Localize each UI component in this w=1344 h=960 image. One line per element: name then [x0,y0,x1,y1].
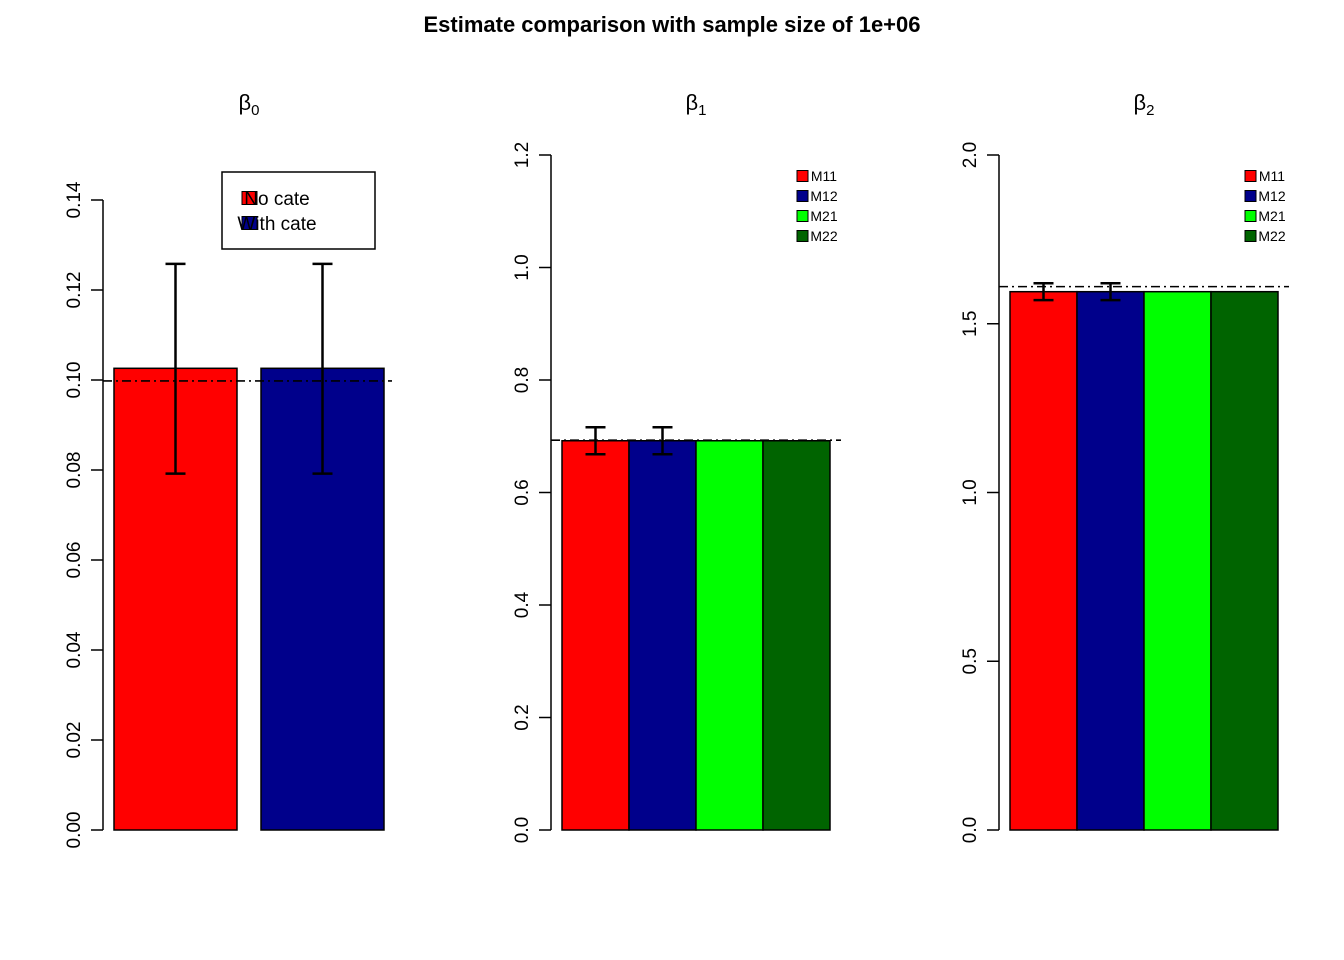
legend-label: M22 [1258,228,1285,244]
y-tick-label: 0.0 [960,817,981,843]
bar-m21 [1143,290,1212,831]
legend-label: M21 [1258,208,1285,224]
legend-swatch [1244,210,1257,222]
legend-swatch [1244,230,1257,242]
legend: M11 M12 M21 M22 [1244,168,1286,244]
y-tick-label: 0.12 [64,272,85,309]
y-tick-label: 0.10 [64,362,85,399]
panel-title-symbol: β [239,90,252,115]
y-tick-label: 0.5 [960,648,981,674]
y-tick-label: 1.2 [512,142,533,168]
legend-swatch [1244,190,1257,202]
panel-title-symbol: β [686,90,699,115]
legend-swatch [796,230,809,242]
y-tick-label: 1.5 [960,311,981,337]
y-tick-label: 0.00 [64,812,85,849]
legend-box [221,171,376,250]
bar-m21 [695,440,764,831]
error-bar [312,262,333,475]
y-tick-label: 1.0 [512,254,533,280]
panel-title-subscript: 1 [698,102,706,119]
panel-title-subscript: 0 [251,102,259,119]
y-tick-label: 0.2 [512,704,533,730]
panel-1: β1 0.0 0.2 0.4 0.6 0.8 1.0 1.2 M11 M12 M21 M22 [512,90,841,843]
legend: M11 M12 M21 M22 [796,168,838,244]
error-bar [652,426,673,456]
legend-label: No cate [244,189,309,210]
legend-swatch [796,210,809,222]
panel-title: β2 [1134,90,1155,119]
legend-label: M11 [1259,168,1285,184]
legend-label: M11 [811,168,837,184]
panel-title: β0 [239,90,260,119]
y-tick-label: 0.02 [64,722,85,759]
bar-m11 [1009,290,1078,831]
legend-label: With cate [237,214,316,235]
bar-m22 [762,440,831,831]
error-bar [1033,282,1054,302]
legend-label: M22 [810,228,837,244]
y-tick-label: 0.6 [512,479,533,505]
panel-0: β0 0.00 0.02 0.04 0.06 0.08 0.10 0.12 0.14 No cat… [64,90,392,848]
error-bar [585,426,606,456]
bar-m11 [561,440,630,831]
y-tick-label: 0.14 [64,181,85,218]
bar-m12 [628,440,697,831]
panel-2: β2 0.0 0.5 1.0 1.5 2.0 M11 M12 M21 M22 [960,90,1289,843]
legend-label: M12 [810,188,837,204]
y-tick-label: 0.8 [512,367,533,393]
legend-swatch [1244,170,1257,182]
panel-title: β1 [686,90,707,119]
y-tick-label: 1.0 [960,479,981,505]
panel-title-subscript: 2 [1146,102,1154,119]
y-tick-label: 0.06 [64,542,85,579]
error-bar [165,262,186,475]
y-tick-label: 0.4 [512,591,533,618]
y-tick-label: 0.08 [64,452,85,489]
bar-m12 [1076,290,1145,831]
y-tick-label: 2.0 [960,142,981,168]
legend-swatch [796,190,809,202]
legend-swatch [241,216,258,230]
legend-swatch [241,191,258,205]
legend: No cate With cate [221,171,376,250]
y-tick-label: 0.04 [64,631,85,668]
legend-label: M21 [810,208,837,224]
panel-title-symbol: β [1134,90,1147,115]
chart-title: Estimate comparison with sample size of … [423,12,921,37]
error-bar [1100,282,1121,302]
bar-m22 [1210,290,1279,831]
legend-swatch [796,170,809,182]
y-tick-label: 0.0 [512,817,533,843]
legend-label: M12 [1258,188,1285,204]
